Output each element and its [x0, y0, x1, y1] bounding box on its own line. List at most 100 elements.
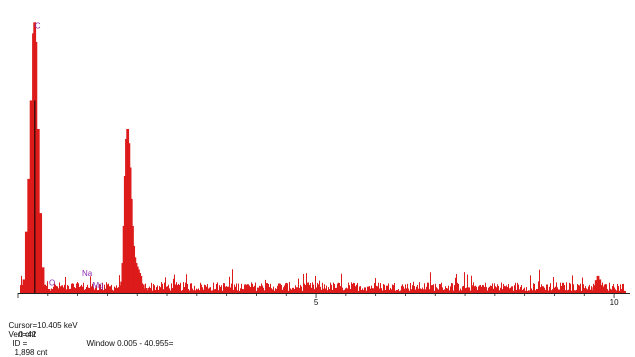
- noise-bar: [181, 290, 182, 293]
- noise-bar: [424, 283, 425, 293]
- noise-bar: [346, 287, 347, 293]
- noise-bar: [557, 287, 558, 293]
- noise-bar: [354, 283, 355, 293]
- noise-bar: [620, 284, 621, 293]
- noise-bar: [544, 287, 545, 293]
- noise-bar: [506, 285, 507, 293]
- noise-bar: [296, 287, 297, 293]
- noise-bar: [565, 290, 566, 293]
- noise-bar: [247, 284, 248, 293]
- noise-bar: [178, 283, 179, 293]
- noise-bar: [448, 285, 449, 293]
- spectrum-bar: [144, 288, 148, 293]
- noise-bar: [493, 288, 494, 293]
- noise-bar: [577, 284, 578, 293]
- noise-bar: [259, 285, 260, 293]
- noise-bar: [324, 284, 325, 293]
- noise-bar: [203, 289, 204, 293]
- noise-bar: [553, 277, 554, 293]
- noise-bar: [149, 286, 150, 293]
- noise-bar: [466, 287, 467, 293]
- noise-bar: [69, 288, 70, 293]
- noise-bar: [175, 284, 176, 293]
- noise-bar: [562, 282, 563, 293]
- noise-bar: [174, 274, 175, 293]
- noise-bar: [216, 283, 217, 293]
- noise-bar: [453, 290, 454, 293]
- noise-bar: [303, 273, 304, 293]
- noise-bar: [402, 284, 403, 293]
- noise-bar: [251, 282, 252, 293]
- noise-bar: [485, 282, 486, 293]
- noise-bar: [160, 287, 161, 293]
- noise-bar: [509, 288, 510, 293]
- noise-bar: [380, 283, 381, 293]
- noise-bar: [329, 289, 330, 293]
- noise-bar: [488, 287, 489, 293]
- noise-bar: [606, 284, 607, 293]
- noise-bar: [513, 290, 514, 293]
- noise-bar: [443, 289, 444, 293]
- noise-bar: [555, 286, 556, 293]
- noise-bar: [60, 286, 61, 293]
- spectrum-bar: [139, 275, 143, 293]
- noise-bar: [180, 282, 181, 293]
- noise-bar: [531, 288, 532, 293]
- noise-bar: [500, 287, 501, 293]
- noise-bar: [373, 288, 374, 293]
- noise-bar: [622, 283, 623, 293]
- noise-bar: [375, 278, 376, 293]
- noise-bar: [76, 283, 77, 293]
- noise-bar: [54, 283, 55, 293]
- noise-bar: [621, 289, 622, 293]
- noise-bar: [367, 286, 368, 293]
- noise-bar: [83, 282, 84, 293]
- noise-bar: [516, 289, 517, 293]
- noise-bar: [212, 290, 213, 293]
- noise-bar: [613, 284, 614, 293]
- noise-bar: [22, 284, 23, 293]
- noise-bar: [418, 288, 419, 293]
- noise-bar: [240, 288, 241, 293]
- noise-bar: [188, 289, 189, 293]
- noise-bar: [624, 290, 625, 293]
- spectrum-series: [22, 22, 608, 294]
- noise-bar: [436, 287, 437, 293]
- noise-bar: [330, 282, 331, 293]
- noise-bar: [406, 288, 407, 293]
- noise-bar: [378, 282, 379, 293]
- noise-bar: [229, 276, 230, 293]
- noise-bar: [371, 285, 372, 293]
- noise-bar: [153, 283, 154, 293]
- noise-bar: [467, 274, 468, 293]
- spectrum-bar: [604, 290, 608, 293]
- noise-bar: [363, 290, 364, 293]
- noise-bar: [521, 284, 522, 293]
- noise-bar: [191, 283, 192, 293]
- noise-bar: [619, 290, 620, 293]
- noise-bar: [299, 288, 300, 293]
- spectrum-bar: [36, 128, 40, 293]
- noise-bar: [202, 287, 203, 293]
- noise-bar: [73, 283, 74, 293]
- noise-bar: [609, 282, 610, 293]
- noise-bar: [84, 289, 85, 293]
- noise-bar: [171, 283, 172, 293]
- noise-bar: [517, 282, 518, 293]
- noise-bar: [414, 286, 415, 293]
- noise-bar: [256, 290, 257, 293]
- noise-bar: [537, 288, 538, 293]
- noise-bar: [497, 284, 498, 293]
- spectrum-bar: [39, 213, 43, 293]
- noise-bar: [618, 286, 619, 293]
- noise-bar: [547, 284, 548, 293]
- noise-bar: [623, 283, 624, 293]
- cursor-readout: Cursor=10.405 keV: [8, 321, 78, 330]
- noise-bar: [496, 287, 497, 293]
- noise-bar: [151, 282, 152, 293]
- noise-bar: [411, 289, 412, 293]
- peak-label-mg: Mg: [93, 281, 104, 290]
- noise-bar: [431, 285, 432, 293]
- noise-bar: [279, 283, 280, 293]
- noise-bar: [534, 283, 535, 293]
